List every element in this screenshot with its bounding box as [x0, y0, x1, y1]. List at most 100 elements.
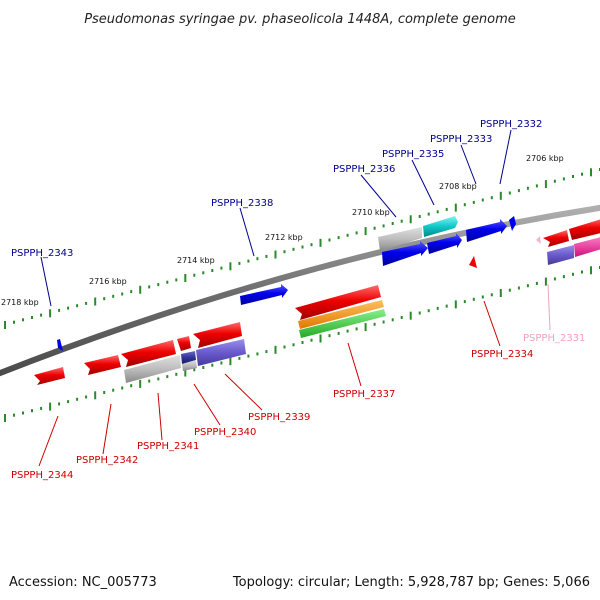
gene-arrow[interactable]: [298, 300, 384, 329]
leader-PSPPH_2334: [483, 300, 501, 347]
gene-label-PSPPH_2344[interactable]: PSPPH_2344: [11, 470, 73, 481]
gene-arrow[interactable]: [57, 339, 63, 351]
major-tick: [319, 238, 322, 247]
minor-tick: [553, 277, 556, 281]
major-tick: [544, 277, 547, 286]
forward-strand-genes: [57, 216, 600, 351]
gene-arrow[interactable]: [84, 355, 121, 375]
gene-label-PSPPH_2341[interactable]: PSPPH_2341: [137, 441, 199, 452]
minor-tick: [301, 245, 304, 249]
scale-label-2706: 2706 kbp: [526, 154, 564, 163]
gene-label-PSPPH_2333[interactable]: PSPPH_2333: [430, 134, 492, 145]
gene-arrow[interactable]: [181, 351, 196, 364]
minor-tick: [400, 316, 403, 319]
gene-arrow[interactable]: [469, 256, 477, 268]
minor-tick: [76, 304, 79, 308]
gene-label-PSPPH_2343[interactable]: PSPPH_2343: [11, 248, 73, 259]
leader-PSPPH_2338: [239, 207, 255, 257]
gene-label-PSPPH_2335[interactable]: PSPPH_2335: [382, 149, 444, 160]
minor-tick: [58, 308, 61, 312]
scale-label-2718: 2718 kbp: [1, 298, 39, 307]
minor-tick: [526, 284, 529, 288]
minor-tick: [581, 270, 583, 274]
gene-arrow[interactable]: [378, 227, 422, 251]
scale-label-2710: 2710 kbp: [352, 208, 390, 217]
gene-arrow[interactable]: [569, 218, 600, 240]
gene-label-PSPPH_2337[interactable]: PSPPH_2337: [333, 389, 395, 400]
gene-arrow[interactable]: [427, 233, 462, 254]
gene-label-PSPPH_2338[interactable]: PSPPH_2338: [211, 198, 273, 209]
gene-arrow[interactable]: [466, 219, 507, 242]
major-tick: [49, 309, 52, 318]
gene-label-PSPPH_2336[interactable]: PSPPH_2336: [333, 164, 395, 175]
minor-tick: [355, 231, 358, 235]
gene-arrow[interactable]: [34, 367, 65, 385]
gene-label-PSPPH_2342[interactable]: PSPPH_2342: [76, 455, 138, 466]
minor-tick: [572, 175, 574, 178]
leader-PSPPH_2339: [224, 373, 263, 411]
gene-arrow[interactable]: [536, 236, 541, 244]
gene-label-PSPPH_2331[interactable]: PSPPH_2331: [523, 333, 585, 344]
scale-label-2716: 2716 kbp: [89, 277, 127, 286]
major-tick: [49, 402, 52, 411]
gene-arrow[interactable]: [177, 336, 191, 351]
minor-tick: [346, 233, 349, 237]
minor-tick: [373, 322, 376, 326]
major-tick: [229, 357, 232, 366]
genome-summary-text: Topology: circular; Length: 5,928,787 bp…: [232, 575, 590, 590]
gene-arrow[interactable]: [382, 241, 428, 266]
gene-label-PSPPH_2340[interactable]: PSPPH_2340: [194, 427, 256, 438]
minor-tick: [373, 226, 376, 230]
gene-arrow[interactable]: [193, 322, 242, 348]
minor-tick: [193, 368, 196, 372]
major-tick: [4, 414, 6, 422]
minor-tick: [562, 177, 565, 181]
gene-arrow[interactable]: [121, 340, 176, 367]
minor-tick: [67, 306, 70, 310]
leader-PSPPH_2333: [460, 144, 477, 185]
minor-tick: [517, 189, 520, 193]
minor-tick: [472, 297, 475, 301]
minor-tick: [148, 379, 151, 383]
minor-tick: [436, 306, 439, 310]
minor-tick: [283, 345, 286, 349]
minor-tick: [346, 329, 349, 333]
minor-tick: [76, 397, 79, 401]
minor-tick: [238, 356, 241, 360]
gene-arrow[interactable]: [182, 360, 197, 371]
minor-tick: [112, 294, 115, 298]
major-tick: [274, 250, 277, 259]
minor-tick: [418, 215, 421, 218]
minor-tick: [211, 269, 214, 272]
gene-arrow[interactable]: [509, 216, 516, 231]
major-tick: [544, 180, 547, 189]
gene-label-PSPPH_2334[interactable]: PSPPH_2334: [471, 349, 533, 360]
minor-tick: [256, 257, 259, 261]
gene-arrow[interactable]: [574, 236, 600, 257]
minor-tick: [121, 386, 124, 390]
gene-arrow[interactable]: [196, 339, 246, 366]
minor-tick: [301, 341, 304, 344]
minor-tick: [166, 375, 169, 379]
minor-tick: [193, 273, 196, 277]
gene-arrow[interactable]: [299, 309, 386, 338]
gene-arrow[interactable]: [547, 245, 574, 265]
gene-arrow[interactable]: [295, 285, 381, 320]
gene-arrow[interactable]: [423, 216, 458, 237]
gene-label-PSPPH_2339[interactable]: PSPPH_2339: [248, 412, 310, 423]
gene-arrow[interactable]: [543, 230, 569, 247]
gene-arrow[interactable]: [124, 355, 181, 383]
scale-label-2712: 2712 kbp: [265, 233, 303, 242]
leader-PSPPH_2341: [157, 392, 163, 441]
major-tick: [184, 368, 187, 377]
gene-arrow[interactable]: [240, 284, 288, 305]
minor-tick: [103, 297, 106, 301]
minor-tick: [112, 388, 115, 392]
gene-label-PSPPH_2332[interactable]: PSPPH_2332: [480, 119, 542, 130]
minor-tick: [256, 352, 259, 356]
major-tick: [364, 227, 367, 236]
minor-tick: [581, 172, 583, 176]
minor-tick: [337, 236, 340, 240]
minor-tick: [535, 281, 538, 285]
